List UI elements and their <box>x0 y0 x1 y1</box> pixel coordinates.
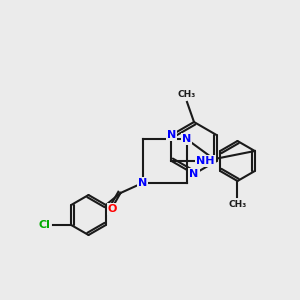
Text: N: N <box>167 130 176 140</box>
Text: N: N <box>189 169 199 179</box>
Text: N: N <box>138 178 147 188</box>
Text: N: N <box>182 134 191 144</box>
Text: CH₃: CH₃ <box>178 90 196 99</box>
Text: NH: NH <box>196 156 215 166</box>
Text: O: O <box>108 204 117 214</box>
Text: CH₃: CH₃ <box>228 200 247 209</box>
Text: Cl: Cl <box>38 220 50 230</box>
